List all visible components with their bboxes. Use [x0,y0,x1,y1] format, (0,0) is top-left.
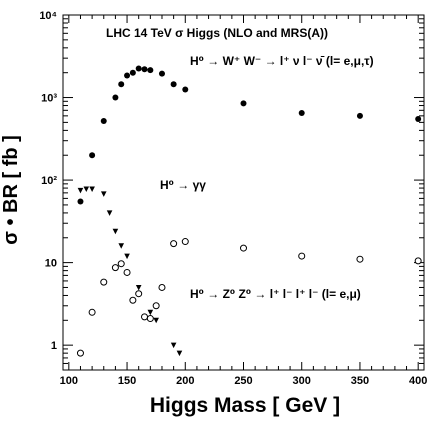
point-gamma-gamma [118,243,125,249]
point-ww [298,109,305,116]
x-tick-label: 200 [176,375,194,387]
point-gamma-gamma [83,186,90,192]
point-ww [135,65,142,72]
point-gamma-gamma [170,342,177,349]
x-tick-label: 150 [118,375,136,387]
point-gamma-gamma [147,309,154,316]
point-zz [181,238,189,246]
x-tick-label: 400 [409,375,427,387]
plot-frame [62,14,425,371]
point-gamma-gamma [135,284,142,291]
point-gamma-gamma [153,317,159,324]
point-gamma-gamma [106,210,113,216]
point-ww [141,66,148,73]
point-zz [76,349,84,357]
point-zz [117,260,125,268]
point-zz [100,278,108,286]
point-ww [240,100,247,107]
y-axis-label: σ • BR [ fb ] [0,135,22,245]
point-zz [158,283,166,291]
point-ww [129,69,136,76]
x-tick-label: 300 [293,375,311,387]
point-zz [298,252,306,260]
data-points [76,65,422,357]
y-tick-label: 10² [41,175,57,187]
point-ww [147,67,154,74]
point-gamma-gamma [89,186,95,192]
point-zz [141,313,149,321]
x-axis-label: Higgs Mass [ GeV ] [150,394,340,417]
point-zz [146,315,154,323]
y-tick-label: 1 [51,340,57,352]
x-tick-label: 100 [60,375,78,387]
point-zz [123,268,131,276]
point-zz [152,302,160,310]
x-axis: 100 150 200 250 300 350 400 [60,15,427,387]
x-tick-label: 350 [351,375,369,387]
point-ww [356,112,363,119]
legend-label-zz: H⁰ → Z⁰ Z⁰ → l⁺ l⁻ l⁺ l⁻ (l= e,μ) [190,287,361,301]
point-ww [118,81,125,88]
plot-border [62,14,425,371]
point-zz [356,255,364,263]
point-gamma-gamma [100,191,107,197]
point-ww [124,72,131,79]
chart-title: LHC 14 TeV σ Higgs (NLO and MRS(A)) [106,26,328,40]
y-tick-label: 10³ [41,93,57,105]
point-ww [112,94,119,101]
point-zz [88,308,96,316]
legend-label-ww: H⁰ → W⁺ W⁻ → l⁺ ν l⁻ ν̄ (l= e,μ,τ) [190,54,374,68]
point-zz [240,244,247,252]
point-gamma-gamma [77,187,84,194]
point-zz [135,290,143,298]
point-zz [170,240,178,248]
point-zz [414,257,422,265]
point-ww [158,70,165,77]
point-zz [111,264,119,272]
point-ww [77,198,84,205]
point-ww [100,117,107,124]
point-gamma-gamma [176,350,183,357]
point-ww [182,86,189,93]
point-ww [170,81,177,88]
point-gamma-gamma [124,253,130,260]
legend-label-gamma-gamma: H⁰ → γγ [160,178,206,192]
x-tick-label: 250 [234,375,252,387]
y-tick-label: 10 [45,258,57,270]
point-gamma-gamma [112,228,119,235]
point-zz [129,296,137,304]
y-tick-label: 10⁴ [39,10,57,22]
point-ww [89,152,96,159]
point-ww [415,115,422,122]
y-axis: 1 10 10² 10³ 10⁴ [39,10,424,371]
